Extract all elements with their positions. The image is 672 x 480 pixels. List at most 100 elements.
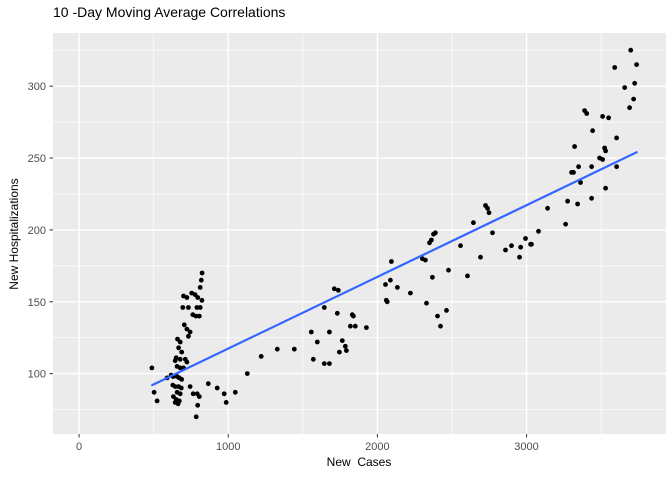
data-point xyxy=(545,205,550,211)
data-point xyxy=(424,300,429,306)
data-point xyxy=(193,414,199,420)
y-axis-title: New Hospitalizations xyxy=(7,178,21,290)
data-point xyxy=(291,346,297,352)
data-point xyxy=(258,354,264,359)
data-point xyxy=(478,254,483,260)
x-axis-title: New Cases xyxy=(326,455,392,469)
data-point xyxy=(314,339,320,345)
data-point xyxy=(614,164,619,170)
data-point xyxy=(151,389,157,395)
data-point xyxy=(563,221,568,227)
data-point xyxy=(429,237,434,243)
data-point xyxy=(384,299,390,305)
data-point xyxy=(179,349,185,355)
data-point xyxy=(274,346,280,352)
data-point xyxy=(433,230,438,236)
data-point xyxy=(465,273,470,279)
data-point xyxy=(364,325,369,330)
data-point xyxy=(589,164,594,170)
data-point xyxy=(575,201,580,207)
data-point xyxy=(337,349,342,355)
y-tick-label: 200 xyxy=(28,225,46,237)
y-tick-label: 300 xyxy=(28,81,46,93)
data-point xyxy=(331,286,337,292)
data-point xyxy=(149,365,155,371)
data-point xyxy=(509,243,514,249)
data-point xyxy=(589,195,594,201)
data-point xyxy=(186,333,191,339)
data-point xyxy=(503,247,508,253)
data-point xyxy=(590,128,595,134)
data-point xyxy=(423,257,428,263)
data-point xyxy=(622,85,628,90)
data-point xyxy=(486,210,492,216)
y-tick-label: 150 xyxy=(28,297,46,309)
data-point xyxy=(383,282,388,287)
data-point xyxy=(634,62,639,67)
data-point xyxy=(444,308,449,313)
data-point xyxy=(600,114,605,119)
data-point xyxy=(606,115,611,121)
data-point xyxy=(172,384,178,389)
data-point xyxy=(154,398,160,404)
data-point xyxy=(327,361,332,366)
x-tick-label: 3000 xyxy=(514,441,538,453)
data-point xyxy=(471,220,476,226)
data-point xyxy=(446,267,451,273)
data-point xyxy=(339,338,345,343)
data-point xyxy=(344,348,349,353)
data-point xyxy=(176,398,182,404)
y-tick-label: 100 xyxy=(28,369,46,381)
data-point xyxy=(576,164,581,170)
data-point xyxy=(335,287,341,293)
data-point xyxy=(187,329,193,335)
data-point xyxy=(529,241,534,247)
data-point xyxy=(193,313,199,319)
data-point xyxy=(187,384,193,389)
data-point xyxy=(632,80,638,86)
data-point xyxy=(177,339,183,345)
data-point xyxy=(351,313,356,319)
data-point xyxy=(196,394,202,399)
data-point xyxy=(214,385,220,391)
data-point xyxy=(490,230,495,236)
data-point xyxy=(184,326,190,332)
data-point xyxy=(334,310,340,316)
data-point xyxy=(308,329,314,335)
data-point xyxy=(600,157,605,162)
data-point xyxy=(614,135,619,141)
data-point xyxy=(176,345,182,351)
data-point xyxy=(430,274,435,280)
data-point xyxy=(435,313,440,319)
data-point xyxy=(342,343,348,349)
data-point xyxy=(631,96,636,102)
data-point xyxy=(603,185,608,191)
data-point xyxy=(173,355,179,361)
data-point xyxy=(310,356,316,362)
data-point xyxy=(348,323,353,329)
data-point xyxy=(408,290,413,296)
data-point xyxy=(184,295,190,300)
data-point xyxy=(221,391,227,397)
data-point xyxy=(388,277,393,283)
data-point xyxy=(571,170,576,175)
data-point xyxy=(179,377,185,382)
data-point xyxy=(180,305,186,310)
data-point xyxy=(184,359,190,365)
data-point xyxy=(321,361,327,366)
smooth-line xyxy=(151,151,638,387)
data-point xyxy=(244,371,250,376)
data-point xyxy=(177,391,183,397)
data-point xyxy=(194,305,200,310)
data-point xyxy=(321,305,327,310)
data-point xyxy=(603,148,608,154)
data-point xyxy=(517,254,522,260)
data-point xyxy=(458,243,463,249)
data-point xyxy=(177,356,183,362)
data-point xyxy=(232,389,238,395)
data-point xyxy=(628,47,634,53)
data-point xyxy=(327,329,332,335)
data-point xyxy=(578,180,583,185)
data-point xyxy=(178,385,184,391)
